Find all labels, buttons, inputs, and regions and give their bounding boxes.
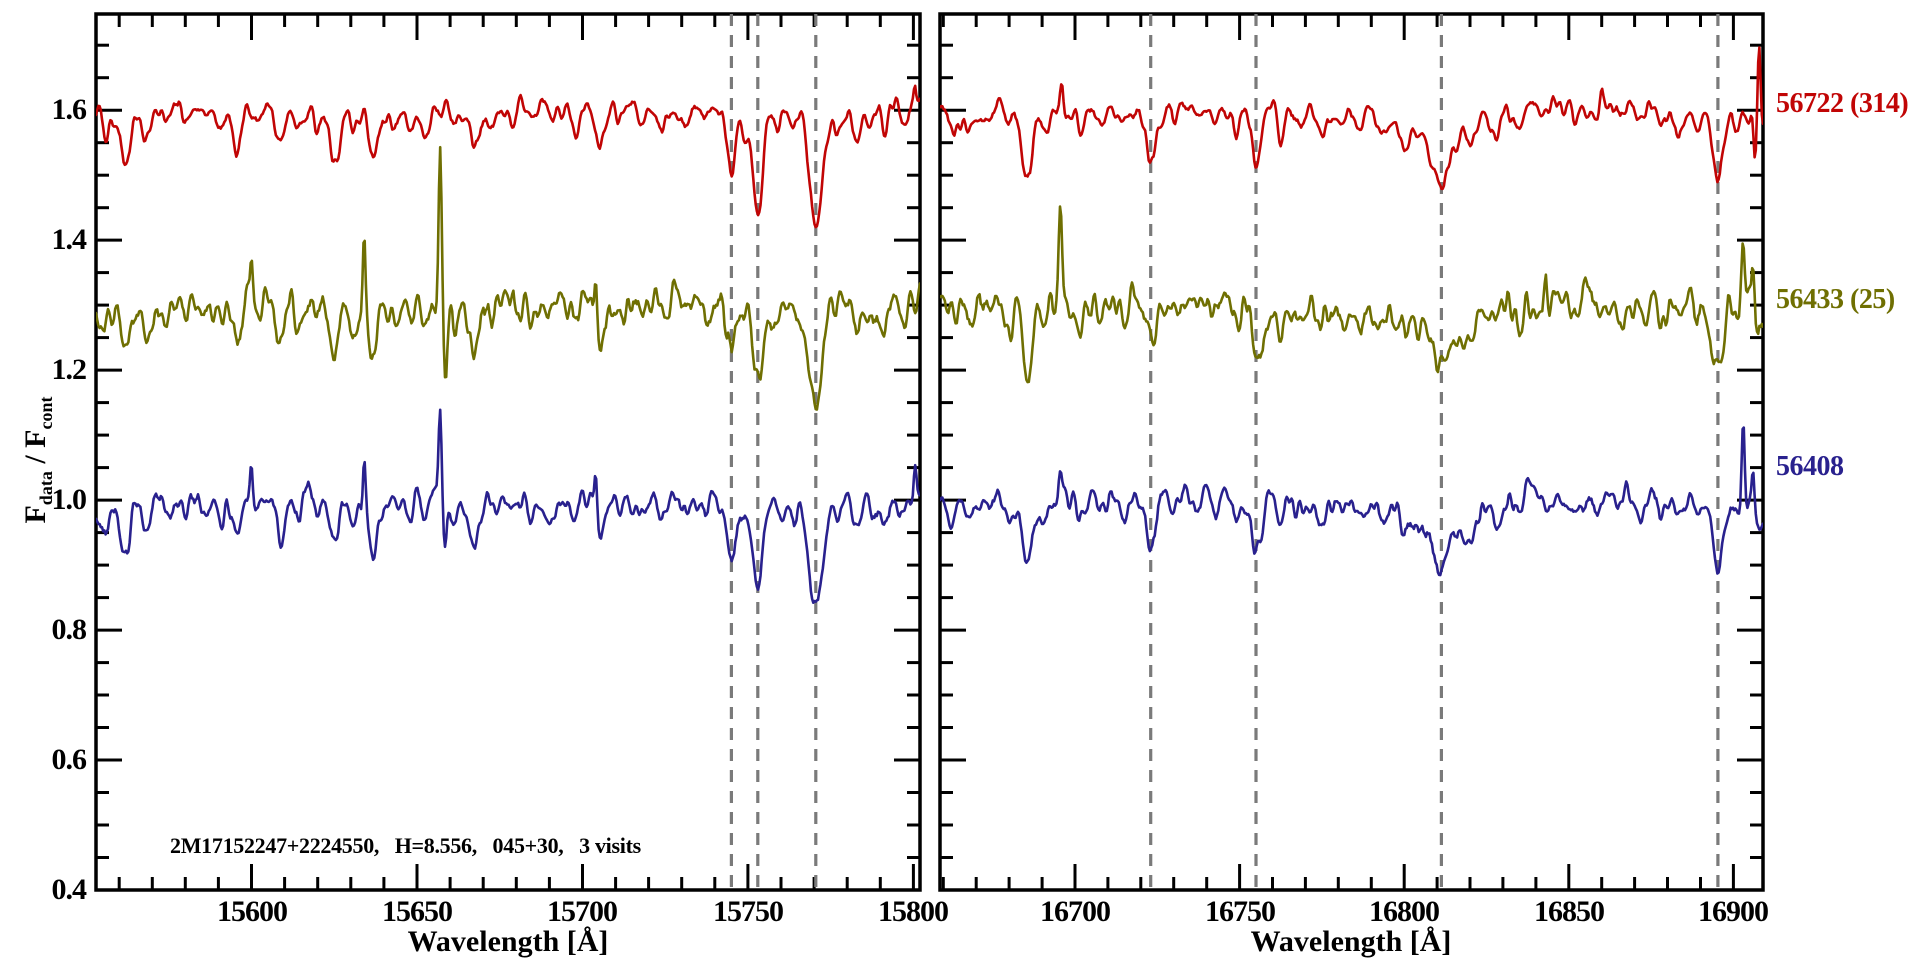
x-tick-label-15800: 15800 [878,895,949,928]
x-tick-label-16700: 16700 [1040,895,1111,928]
spectrum-56408-right [940,426,1763,577]
y-tick-label-0.4: 0.4 [51,873,88,906]
x-tick-label-16750: 16750 [1205,895,1276,928]
x-tick-label-15700: 15700 [547,895,618,928]
series-label-56408: 56408 [1776,451,1844,482]
x-tick-label-15650: 15650 [382,895,453,928]
spectrum-5643325-left [96,145,920,411]
x-tick-label-16900: 16900 [1698,895,1769,928]
y-axis-title-sub-cont: cont [36,396,56,430]
x-tick-label-15600: 15600 [217,895,288,928]
x-axis-title-right: Wavelength [Å] [1250,925,1452,958]
spectrum-56408-left [96,408,920,604]
x-tick-label-16850: 16850 [1534,895,1605,928]
y-tick-label-0.8: 0.8 [51,613,88,646]
x-axis-title-left: Wavelength [Å] [407,925,609,958]
spectrum-56722314-left [96,84,920,229]
y-tick-label-1.4: 1.4 [51,223,88,256]
spectrum-56722314-right [940,46,1763,191]
panel-right-frame [938,12,1765,892]
spectrum-5643325-right [940,205,1763,384]
y-tick-label-1.2: 1.2 [51,353,88,386]
panel-left-frame [94,12,922,892]
series-label-56433: 56433 (25) [1776,284,1895,315]
target-annotation: 2M17152247+2224550, H=8.556, 045+30, 3 v… [170,833,641,858]
x-tick-label-15750: 15750 [713,895,784,928]
y-tick-label-0.6: 0.6 [51,743,88,776]
y-tick-label-1.0: 1.0 [51,483,88,516]
y-axis-title-mid: / F [19,429,52,472]
y-tick-label-1.6: 1.6 [51,93,88,126]
series-label-56722: 56722 (314) [1776,88,1909,119]
x-tick-label-16800: 16800 [1369,895,1440,928]
